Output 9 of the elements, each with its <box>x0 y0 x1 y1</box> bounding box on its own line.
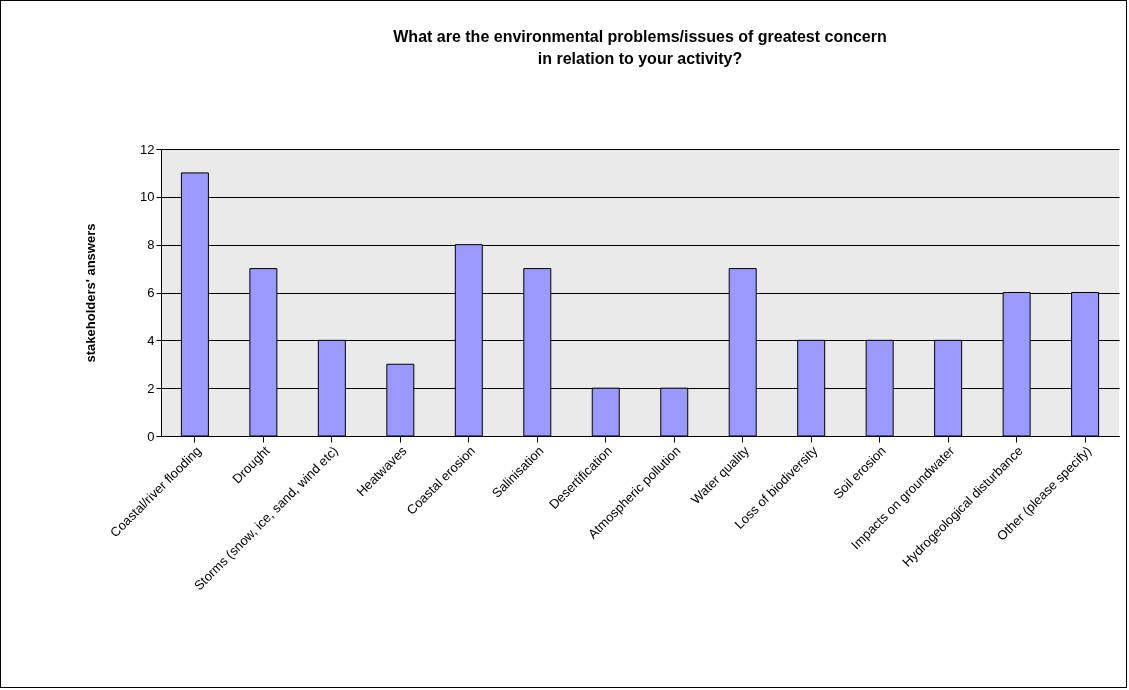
y-tick-label: 0 <box>147 428 155 444</box>
chart-title: What are the environmental problems/issues of greatest concern in relation to your activity? <box>393 28 887 67</box>
y-tick-label: 8 <box>147 237 155 253</box>
y-tick-label: 4 <box>147 332 155 348</box>
y-tick-label: 12 <box>140 141 155 157</box>
y-tick-label: 6 <box>147 285 155 300</box>
y-axis-title: stakeholders' answers <box>83 223 99 363</box>
y-tick-label: 10 <box>140 189 155 205</box>
y-tick-label: 2 <box>147 380 155 396</box>
